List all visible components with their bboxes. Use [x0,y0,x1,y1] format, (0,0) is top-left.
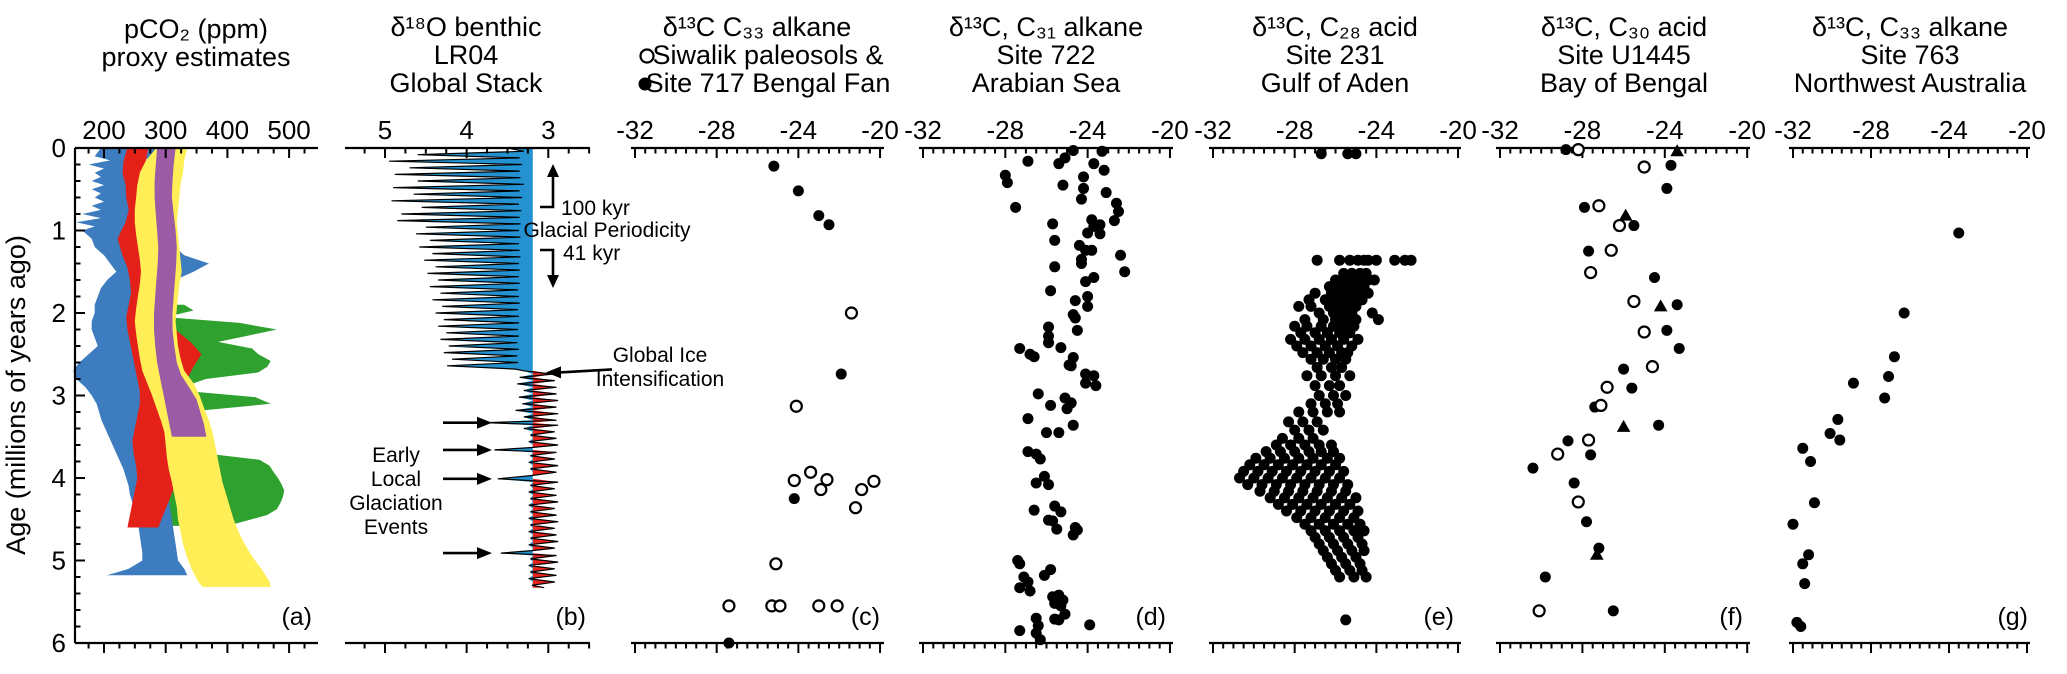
lr04-curve [389,147,559,589]
annotation-global-ice-line2: Intensification [596,368,724,391]
panel-f-title-line3: Bay of Bengal [1540,68,1708,98]
x-tick-label: -32 [616,115,654,145]
panel-e-label: (e) [1423,603,1454,631]
series-site-231 [1234,148,1417,626]
legend-filled-circle-icon [638,77,652,91]
x-tick-label: -20 [1439,115,1477,145]
x-tick-label: 300 [144,115,187,145]
panel-f-label: (f) [1719,603,1743,631]
annotation-100kyr: 100 kyr [561,197,630,220]
panel-a: 200 300 400 500 0 1 2 3 4 5 6 [52,115,318,658]
panel-b-title-line2: LR04 [434,40,499,70]
x-tick-label: -20 [1151,115,1189,145]
series-site-717-bengal-fan [723,160,847,649]
panel-b-label: (b) [555,603,586,631]
series-u1445-triangles [1590,144,1684,560]
x-tick-label: 200 [82,115,125,145]
x-tick-label: -32 [1774,115,1812,145]
y-axis-label: Age (millions of years ago) [1,235,31,555]
y-tick-label: 5 [52,546,66,576]
panel-d: -32 -28 -24 -20 [904,115,1189,653]
panel-g: -32 -28 -24 -20 [1774,115,2046,653]
legend-open-circle-icon [639,48,655,64]
x-tick-label: 400 [206,115,249,145]
panel-b-title-line3: Global Stack [389,68,543,98]
x-tick-label: -24 [1069,115,1107,145]
panel-b-annotation-arrows [443,164,613,560]
annotation-early-line4: Events [364,516,428,539]
panel-e-title-line2: Site 231 [1285,40,1384,70]
panel-d-title-line3: Arabian Sea [972,68,1122,98]
annotation-early-line2: Local [371,468,421,491]
panel-a-content [73,148,285,587]
panel-e-title-line3: Gulf of Aden [1261,68,1410,98]
annotation-early-line3: Glaciation [349,492,442,515]
x-tick-label: -20 [861,115,899,145]
x-tick-label: -20 [2008,115,2046,145]
panel-g-title-line2: Site 763 [1860,40,1959,70]
series-site-722 [999,144,1131,646]
y-tick-label: 6 [52,628,66,658]
annotation-glacial-periodicity: Glacial Periodicity [524,219,691,242]
panel-b-title-line1: δ¹⁸O benthic [391,12,542,42]
y-tick-label: 0 [52,133,66,163]
x-tick-label: -32 [1481,115,1519,145]
annotation-early-line1: Early [372,444,420,467]
panel-c: -32 -28 -24 -20 [616,115,899,653]
y-tick-label: 4 [52,463,66,493]
panel-c-title-line1: δ¹³C C₃₃ alkane [663,12,852,42]
legend-site717-label: Site 717 Bengal Fan [646,68,891,98]
x-tick-label: -24 [1930,115,1968,145]
panel-d-title-line2: Site 722 [996,40,1095,70]
series-siwalik-paleosols [722,306,881,613]
x-tick-label: -32 [1194,115,1232,145]
x-tick-label: 500 [267,115,310,145]
x-tick-label: -28 [698,115,736,145]
y-tick-label: 3 [52,381,66,411]
x-tick-label: -28 [987,115,1025,145]
x-tick-label: 3 [541,115,555,145]
panel-g-label: (g) [1997,603,2028,631]
panel-b-content [389,147,559,589]
annotation-global-ice-line1: Global Ice [613,344,708,367]
x-tick-label: 5 [378,115,392,145]
panel-a-label: (a) [281,603,312,631]
panel-a-title-line1: pCO₂ (ppm) [124,14,268,44]
figure-text-layer: Age (millions of years ago) pCO₂ (ppm) p… [1,12,2028,631]
panel-g-title-line1: δ¹³C, C₃₃ alkane [1812,12,2008,42]
panel-g-title-line3: Northwest Australia [1794,68,2028,98]
y-tick-label: 2 [52,298,66,328]
y-tick-label: 1 [52,216,66,246]
legend-siwalik-label: Siwalik paleosols & [652,40,883,70]
panel-c-label: (c) [851,603,880,631]
panel-f-title-line1: δ¹³C, C₃₀ acid [1541,12,1707,42]
panel-d-label: (d) [1135,603,1166,631]
x-tick-label: -24 [780,115,818,145]
x-tick-label: 4 [459,115,473,145]
x-tick-label: -20 [1728,115,1766,145]
x-tick-label: -28 [1852,115,1890,145]
panel-a-title-line2: proxy estimates [101,42,290,72]
x-tick-label: -32 [904,115,942,145]
series-u1445-open-circles [1532,143,1660,618]
series-site-763 [1787,227,1965,632]
panel-f: -32 -28 -24 -20 [1481,115,1766,653]
panel-b: 3 4 5 [345,115,613,653]
x-tick-label: -28 [1564,115,1602,145]
panel-e: -32 -28 -24 -20 [1194,115,1477,653]
annotation-41kyr: 41 kyr [563,242,620,265]
x-tick-label: -24 [1646,115,1684,145]
x-tick-label: -24 [1358,115,1396,145]
band-proxy-purple [154,148,207,437]
x-tick-label: -28 [1276,115,1314,145]
panel-f-title-line2: Site U1445 [1557,40,1691,70]
panel-e-title-line1: δ¹³C, C₂₈ acid [1252,12,1418,42]
panel-d-title-line1: δ¹³C, C₃₁ alkane [949,12,1143,42]
series-u1445-filled-circles [1527,144,1685,617]
